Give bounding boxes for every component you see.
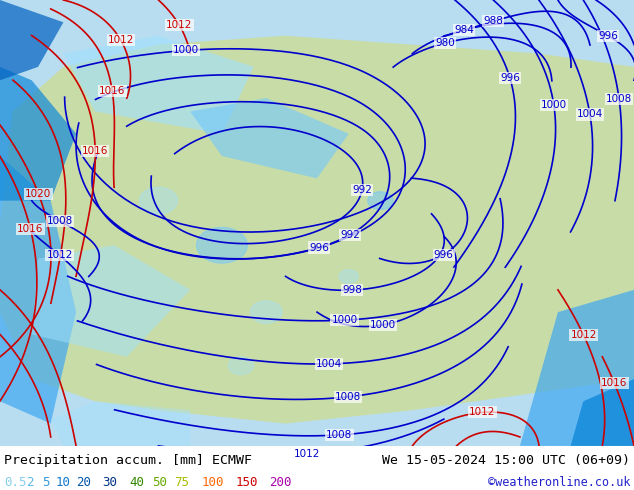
Polygon shape — [0, 156, 76, 423]
Text: 1012: 1012 — [571, 330, 597, 340]
Text: 2: 2 — [26, 476, 34, 489]
Text: 75: 75 — [174, 476, 189, 489]
Text: We 15-05-2024 15:00 UTC (06+09): We 15-05-2024 15:00 UTC (06+09) — [382, 454, 630, 467]
Text: 10: 10 — [56, 476, 71, 489]
Text: 1000: 1000 — [370, 320, 396, 330]
Text: 1016: 1016 — [17, 224, 44, 234]
Circle shape — [368, 192, 393, 210]
Text: 1012: 1012 — [469, 407, 496, 417]
Text: 996: 996 — [434, 250, 453, 260]
Circle shape — [339, 270, 358, 283]
Text: 0.5: 0.5 — [4, 476, 27, 489]
Text: 5: 5 — [42, 476, 49, 489]
Text: 1008: 1008 — [327, 430, 353, 440]
Polygon shape — [51, 401, 190, 446]
Polygon shape — [0, 0, 634, 446]
Text: 996: 996 — [309, 243, 329, 252]
Text: 150: 150 — [236, 476, 259, 489]
Text: 1004: 1004 — [316, 359, 342, 369]
Text: 30: 30 — [102, 476, 117, 489]
Text: 1004: 1004 — [577, 109, 603, 120]
Circle shape — [250, 301, 282, 323]
Polygon shape — [571, 379, 634, 446]
Text: 1020: 1020 — [25, 189, 51, 198]
Text: 200: 200 — [269, 476, 292, 489]
Polygon shape — [32, 245, 190, 357]
Text: 992: 992 — [352, 185, 372, 195]
Text: 50: 50 — [152, 476, 167, 489]
Text: 998: 998 — [342, 285, 363, 295]
Text: 1012: 1012 — [108, 35, 134, 46]
Text: 1016: 1016 — [99, 86, 126, 97]
Circle shape — [228, 357, 254, 374]
Text: 988: 988 — [484, 16, 503, 26]
Text: 996: 996 — [500, 74, 520, 83]
Text: 1016: 1016 — [601, 378, 628, 388]
Text: Precipitation accum. [mm] ECMWF: Precipitation accum. [mm] ECMWF — [4, 454, 252, 467]
Text: 984: 984 — [455, 25, 474, 35]
Polygon shape — [0, 0, 63, 80]
Polygon shape — [0, 67, 76, 201]
Text: 100: 100 — [202, 476, 224, 489]
Text: 992: 992 — [340, 230, 360, 240]
Text: 1016: 1016 — [82, 146, 108, 156]
Text: 980: 980 — [435, 38, 455, 48]
Text: 1000: 1000 — [173, 46, 199, 55]
Polygon shape — [190, 98, 349, 178]
Circle shape — [139, 187, 178, 214]
Text: 1000: 1000 — [332, 315, 358, 325]
Text: 1000: 1000 — [541, 100, 567, 110]
Text: 40: 40 — [129, 476, 144, 489]
Polygon shape — [63, 36, 254, 134]
Text: 996: 996 — [598, 31, 618, 41]
Polygon shape — [0, 36, 634, 423]
Text: ©weatheronline.co.uk: ©weatheronline.co.uk — [488, 476, 630, 489]
Text: 1008: 1008 — [47, 216, 73, 226]
Text: 1008: 1008 — [335, 392, 361, 402]
Polygon shape — [520, 290, 634, 446]
Text: 1012: 1012 — [294, 449, 320, 459]
Text: 1012: 1012 — [166, 21, 193, 30]
Text: 1008: 1008 — [606, 94, 632, 104]
Circle shape — [197, 227, 247, 263]
Text: 1012: 1012 — [46, 250, 73, 260]
Text: 20: 20 — [76, 476, 91, 489]
